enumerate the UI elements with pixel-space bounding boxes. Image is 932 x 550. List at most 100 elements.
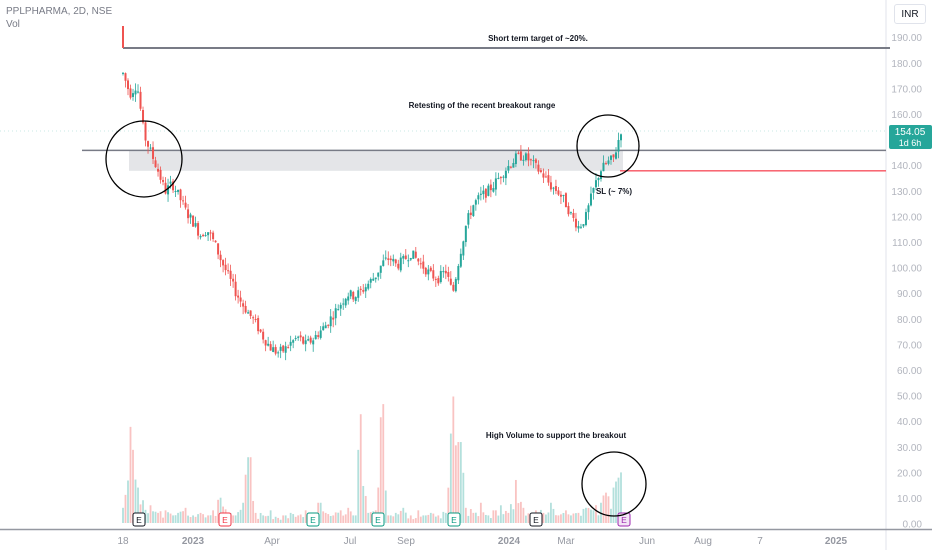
candle-body [194, 223, 197, 227]
volume-label[interactable]: Vol [6, 19, 20, 30]
volume-bar [514, 479, 517, 523]
volume-bar [244, 474, 247, 523]
volume-bar [519, 501, 522, 523]
candle-body [372, 278, 375, 281]
candle-body [569, 212, 572, 214]
volume-bar [467, 515, 470, 523]
volume-bar [595, 505, 597, 523]
volume-bar [204, 517, 207, 523]
volume-bar [489, 518, 492, 523]
volume-bar [612, 487, 615, 523]
candle-body [357, 290, 360, 298]
candle-body [322, 326, 325, 331]
volume-bar [359, 414, 362, 523]
volume-bar [542, 512, 545, 523]
candle-body [262, 331, 265, 340]
time-tick-label: Jul [344, 536, 357, 547]
candle-body [369, 279, 372, 283]
earnings-marker-label: E [621, 515, 627, 525]
time-tick-label: Mar [557, 536, 575, 547]
volume-bar [279, 519, 282, 523]
candle-body [217, 243, 220, 255]
candle-body [132, 93, 135, 97]
candle-body [289, 341, 292, 346]
volume-bar [212, 510, 214, 523]
volume-bar [287, 518, 290, 523]
candle-body [179, 189, 182, 201]
currency-badge[interactable]: INR [894, 4, 926, 24]
candle-body [499, 177, 502, 179]
candle-body [247, 312, 250, 314]
volume-bar [527, 513, 530, 523]
candle-body [122, 72, 124, 74]
candle-body [292, 340, 295, 343]
candle-body [167, 185, 170, 195]
volume-bar [134, 479, 137, 523]
annotation-volume: High Volume to support the breakout [486, 431, 627, 440]
candle-body [319, 330, 322, 338]
volume-bar [284, 515, 287, 523]
volume-bar [294, 516, 297, 523]
candle-body [552, 187, 555, 189]
candle-body [494, 178, 497, 190]
candle-body [504, 170, 507, 179]
candle-body [374, 277, 377, 280]
earnings-marker [132, 512, 146, 527]
candle-body [414, 251, 417, 258]
volume-bar [580, 515, 582, 523]
volume-bar [550, 502, 552, 523]
candle-body [197, 223, 200, 236]
candle-body [182, 200, 185, 202]
volume-bar [347, 507, 350, 523]
candle-body [524, 153, 527, 161]
volume-bar [414, 518, 417, 523]
candle-body [402, 256, 405, 259]
volume-bar [432, 513, 435, 523]
volume-bar [267, 515, 270, 523]
volume-bar [242, 502, 245, 523]
volume-bar [209, 515, 212, 523]
candle-body [549, 182, 552, 190]
volume-bar [499, 505, 502, 523]
volume-bar [454, 445, 457, 523]
volume-bar [194, 516, 197, 523]
candle-body [404, 255, 407, 260]
candle-body [354, 297, 357, 301]
candle-body [317, 335, 320, 337]
volume-bar [394, 512, 397, 523]
volume-bar [237, 512, 240, 523]
breakout-zone [129, 150, 623, 171]
volume-bar [547, 512, 550, 523]
candle-body [367, 283, 370, 289]
candle-body [257, 318, 260, 332]
volume-bar [219, 497, 222, 523]
volume-bar [570, 515, 572, 523]
candle-body [137, 91, 140, 93]
volume-bar [575, 513, 577, 523]
candle-body [142, 110, 145, 123]
candle-body [482, 190, 485, 195]
candle-body [467, 213, 470, 225]
price-tick-label: 0.00 [903, 520, 923, 531]
earnings-marker-label: E [136, 515, 142, 525]
candle-body [212, 232, 215, 240]
candle-body [244, 305, 247, 313]
candle-body [574, 218, 577, 228]
candle-body [534, 159, 537, 163]
candle-body [444, 270, 447, 274]
annotation-stop-loss: SL (~ 7%) [596, 187, 632, 196]
volume-bar [217, 499, 219, 523]
symbol-title[interactable]: PPLPHARMA, 2D, NSE [6, 6, 113, 17]
candle-body [342, 303, 345, 305]
volume-bar [149, 505, 152, 523]
candle-body [419, 263, 422, 265]
earnings-marker [617, 512, 631, 527]
volume-bar [189, 517, 192, 523]
candle-body [269, 344, 272, 351]
annotation-target: Short term target of ~20%. [488, 34, 588, 43]
volume-bar [187, 515, 189, 523]
candle-body [489, 184, 492, 191]
candle-body [564, 193, 567, 208]
volume-bar [152, 511, 154, 523]
